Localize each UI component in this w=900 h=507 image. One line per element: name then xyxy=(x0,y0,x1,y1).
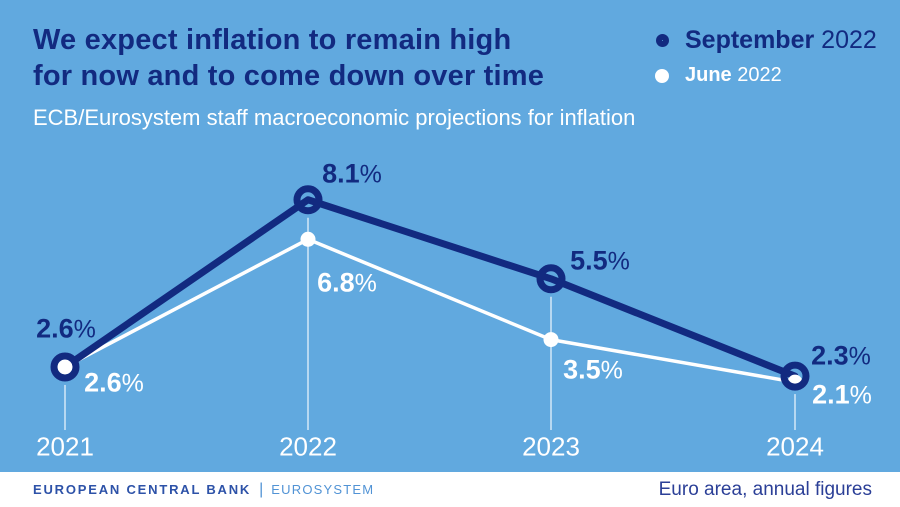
legend-june-word: June xyxy=(685,64,732,86)
september-data-point xyxy=(293,185,323,215)
x-axis-label: 2023 xyxy=(522,431,580,462)
legend-icon-cell xyxy=(648,34,676,47)
footer-bar: EUROPEAN CENTRAL BANK | EUROSYSTEM Euro … xyxy=(0,472,900,507)
june-data-point xyxy=(57,359,73,375)
september-ring-icon xyxy=(655,34,669,47)
x-axis-label: 2022 xyxy=(279,431,337,462)
eurosystem-wordmark: EUROSYSTEM xyxy=(271,482,375,497)
legend-september-year: 2022 xyxy=(821,26,877,54)
value-label: 5.5% xyxy=(570,245,630,276)
legend-item-june: June 2022 xyxy=(648,64,877,87)
x-axis-label: 2021 xyxy=(36,431,94,462)
page-title: We expect inflation to remain high for n… xyxy=(33,22,544,94)
legend-september-word: September xyxy=(685,26,815,54)
title-line-2: for now and to come down over time xyxy=(33,60,545,92)
june-data-point xyxy=(543,332,559,348)
ecb-logo-text: EUROPEAN CENTRAL BANK | EUROSYSTEM xyxy=(33,481,374,499)
value-label: 3.5% xyxy=(563,354,623,385)
value-label: 8.1% xyxy=(322,158,382,189)
legend-icon-cell xyxy=(648,68,676,83)
chart-subtitle: ECB/Eurosystem staff macroeconomic proje… xyxy=(33,105,636,130)
ecb-wordmark: EUROPEAN CENTRAL BANK xyxy=(33,482,252,497)
september-data-point xyxy=(780,361,810,391)
footer-separator: | xyxy=(259,480,264,498)
value-label: 2.3% xyxy=(811,340,871,371)
legend-label-september: September 2022 xyxy=(685,26,877,55)
june-data-point xyxy=(300,231,316,247)
legend-item-september: September 2022 xyxy=(648,26,877,55)
legend-june-year: 2022 xyxy=(737,64,782,86)
september-series-line xyxy=(61,196,799,380)
chart-legend: September 2022 June 2022 xyxy=(648,26,877,87)
value-label: 6.8% xyxy=(317,267,377,298)
value-label: 2.6% xyxy=(36,313,96,344)
footer-note: Euro area, annual figures xyxy=(658,478,872,500)
legend-label-june: June 2022 xyxy=(685,64,782,87)
september-data-point xyxy=(536,264,566,294)
june-dot-icon xyxy=(655,68,669,83)
title-line-1: We expect inflation to remain high xyxy=(33,24,512,56)
value-label: 2.6% xyxy=(84,367,144,398)
value-label: 2.1% xyxy=(812,379,872,410)
x-axis-label: 2024 xyxy=(766,431,824,462)
september-data-point xyxy=(50,352,80,382)
june-series-line xyxy=(64,237,796,384)
